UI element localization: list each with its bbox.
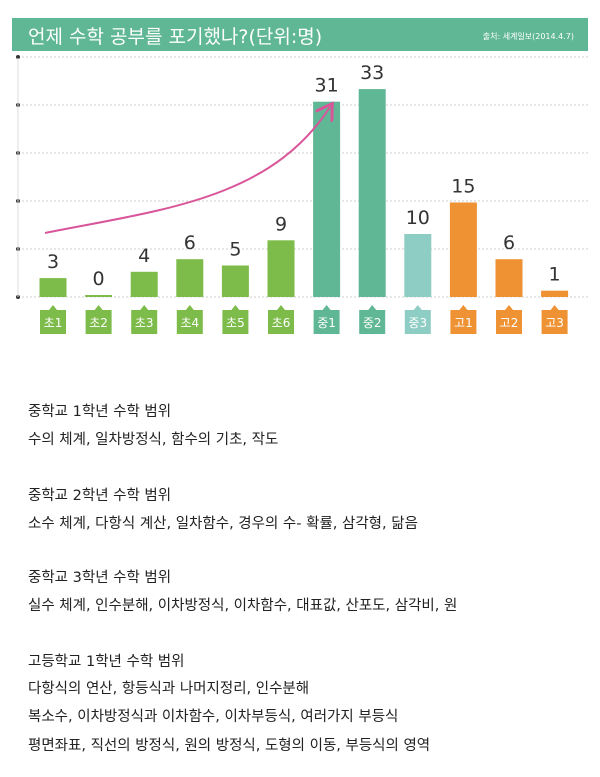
section-heading: 중학교 2학년 수학 범위 [28, 488, 172, 504]
category-tag [496, 310, 522, 334]
section-line: 평면좌표, 직선의 방정식, 원의 방정식, 도형의 이동, 부등식의 영역 [28, 738, 431, 754]
category-label: 고1 [454, 316, 473, 330]
section-line: 소수 체계, 다항식 계산, 일차함수, 경우의 수- 확률, 삼각형, 닮음 [28, 516, 418, 532]
category-label: 초4 [180, 316, 199, 330]
category-tag-notch [550, 305, 559, 310]
category-tag [404, 310, 431, 334]
category-label: 초2 [89, 316, 108, 330]
section-line: 수의 체계, 일차방정식, 함수의 기초, 작도 [28, 432, 279, 448]
data-label: 6 [184, 232, 196, 254]
category-tag-notch [277, 305, 285, 310]
bar-고2 [495, 259, 523, 297]
category-tag-notch [413, 305, 422, 310]
category-tag-notch [94, 305, 103, 310]
category-tag [85, 310, 112, 334]
bar-초3 [130, 271, 158, 297]
data-label: 15 [451, 176, 475, 198]
data-label: 9 [275, 213, 287, 235]
section-line: 다항식의 연산, 항등식과 나머지정리, 인수분해 [28, 681, 310, 697]
bar-중2 [358, 89, 386, 297]
bar-초2 [85, 295, 113, 297]
bar-중3 [404, 234, 432, 297]
section-line: 실수 체계, 인수분해, 이차방정식, 이차함수, 대표값, 산포도, 삼각비,… [28, 598, 458, 614]
category-label: 중3 [408, 316, 427, 330]
category-label: 중1 [317, 316, 336, 330]
chart-title: 언제 수학 공부를 포기했나?(단위:명) [28, 26, 323, 48]
data-label: 0 [93, 268, 105, 290]
grid-dot [16, 55, 20, 59]
bar-초4 [176, 259, 204, 297]
data-label: 5 [229, 239, 241, 261]
category-tag [541, 310, 568, 334]
category-tag [359, 310, 386, 334]
data-label: 33 [360, 62, 384, 84]
category-label: 고3 [545, 316, 564, 330]
category-tag-notch [322, 305, 331, 310]
category-label: 초3 [135, 316, 154, 330]
bar-초5 [221, 265, 249, 297]
section-heading: 고등학교 1학년 수학 범위 [28, 654, 185, 670]
bar-초1 [39, 278, 67, 297]
section-line: 복소수, 이차방정식과 이차함수, 이차부등식, 여러가지 부등식 [28, 709, 399, 725]
data-label: 31 [315, 75, 339, 97]
category-label: 초1 [44, 316, 63, 330]
data-label: 4 [138, 245, 150, 267]
category-tag-notch [368, 305, 377, 310]
category-tag-notch [49, 305, 57, 310]
category-tag [176, 310, 203, 334]
bar-중1 [313, 101, 341, 297]
bar-고3 [541, 290, 569, 297]
category-tag [131, 310, 158, 334]
section-heading: 중학교 3학년 수학 범위 [28, 570, 172, 586]
category-tag [40, 310, 66, 334]
category-label: 초6 [272, 316, 291, 330]
category-tag-notch [231, 305, 240, 310]
category-tag-notch [459, 305, 468, 310]
data-label: 3 [47, 251, 59, 273]
chart-source: 출처: 세계일보(2014.4.7) [482, 32, 574, 41]
section-heading: 중학교 1학년 수학 범위 [28, 404, 172, 420]
category-tag [268, 310, 294, 334]
category-tag-notch [185, 305, 194, 310]
category-tag [313, 310, 340, 334]
category-label: 고2 [500, 316, 519, 330]
bar-초6 [267, 240, 295, 297]
bar-고1 [449, 202, 477, 297]
category-label: 중2 [363, 316, 382, 330]
category-tag [222, 310, 249, 334]
chart-header: 언제 수학 공부를 포기했나?(단위:명) 출처: 세계일보(2014.4.7) [12, 18, 588, 51]
data-label: 10 [406, 207, 430, 229]
category-tag [450, 310, 477, 334]
data-label: 1 [549, 264, 561, 286]
category-tag-notch [140, 305, 149, 310]
data-label: 6 [503, 232, 515, 254]
bar-chart: 3 초1 0 초2 4 초3 6 초4 5 초5 9 초6 31 중1 33 중2 10 중3 15 고1 6 고2 1 고3 [16, 55, 588, 334]
trend-arrow [44, 107, 330, 234]
category-tag-notch [505, 305, 513, 310]
category-label: 초5 [226, 316, 245, 330]
